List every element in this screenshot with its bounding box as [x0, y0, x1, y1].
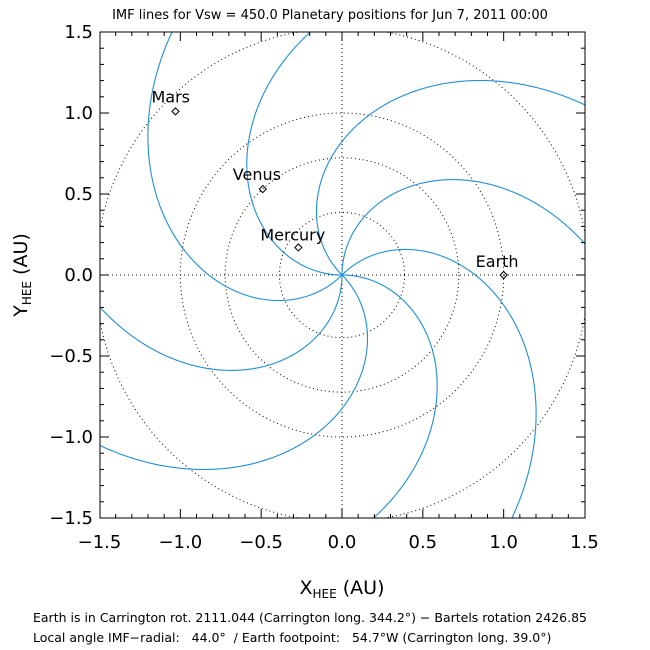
footer-imf-angle-line: Local angle IMF−radial: 44.0° / Earth fo… [33, 630, 552, 645]
x-axis-label: XHEE (AU) [300, 577, 385, 601]
x-tick-labels: −1.5 −1.0 −0.5 0.0 0.5 1.0 1.5 [78, 532, 599, 553]
x-axis-label-sub: HEE [313, 587, 337, 601]
imf-line-6 [100, 274, 369, 471]
x-tick-label-2: −0.5 [239, 532, 283, 553]
y-tick-label-6: 1.5 [64, 22, 93, 43]
y-axis-label: YHEE (AU) [10, 233, 34, 318]
imf-line-5 [100, 275, 343, 371]
x-axis-label-unit: (AU) [337, 577, 385, 599]
zero-lines [100, 32, 585, 518]
planet-label-earth: Earth [476, 252, 519, 271]
y-tick-labels: −1.5 −1.0 −0.5 0.0 0.5 1.0 1.5 [49, 22, 93, 529]
imf-line-0 [341, 248, 537, 518]
y-tick-label-4: 0.5 [64, 184, 93, 205]
y-tick-label-2: −0.5 [49, 346, 93, 367]
imf-line-4 [147, 32, 343, 302]
x-tick-label-1: −1.0 [158, 532, 202, 553]
planet-marker-mercury [294, 243, 303, 252]
y-axis-label-unit: (AU) [10, 233, 32, 281]
y-axis-label-main: Y [10, 305, 32, 318]
orbit-circle-1 [224, 157, 460, 393]
planet-label-mercury: Mercury [260, 225, 325, 244]
x-tick-label-0: −1.5 [78, 532, 122, 553]
x-tick-label-4: 0.5 [409, 532, 438, 553]
planet-marker-mars [171, 107, 180, 116]
y-tick-label-3: 0.0 [64, 265, 93, 286]
imf-line-3 [246, 32, 342, 276]
x-tick-label-5: 1.0 [489, 532, 518, 553]
axis-ticks [100, 32, 585, 518]
x-tick-label-6: 1.5 [570, 532, 599, 553]
y-tick-label-5: 1.0 [64, 103, 93, 124]
footer-carrington-line: Earth is in Carrington rot. 2111.044 (Ca… [33, 610, 587, 625]
y-tick-label-0: −1.5 [49, 508, 93, 529]
planet-marker-venus [258, 184, 267, 194]
planets: Mercury Venus Earth Mars [151, 87, 519, 280]
y-axis-label-sub: HEE [20, 281, 34, 305]
x-axis-label-main: X [300, 577, 313, 599]
imf-line-2 [315, 79, 585, 276]
planet-label-mars: Mars [151, 87, 190, 106]
planet-marker-earth [499, 270, 508, 280]
imf-line-7 [342, 274, 438, 518]
y-tick-label-1: −1.0 [49, 427, 93, 448]
chart-title: IMF lines for Vsw = 450.0 Planetary posi… [112, 8, 548, 23]
imf-line-1 [341, 179, 585, 275]
x-tick-label-3: 0.0 [328, 532, 357, 553]
planet-label-venus: Venus [233, 165, 281, 184]
